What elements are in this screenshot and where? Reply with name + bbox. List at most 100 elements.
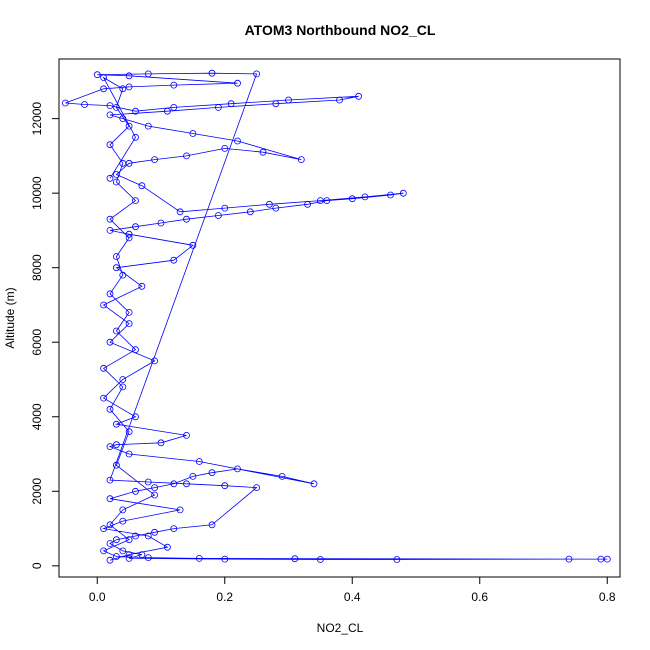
data-point [176,208,184,216]
y-tick-label: 2000 [30,478,44,505]
data-point [113,327,120,335]
data-point [106,443,114,451]
data-point [106,141,114,149]
y-axis-label: Altitude (m) [3,287,17,348]
data-point [81,101,88,108]
data-point [125,72,133,80]
data-point [132,532,139,540]
x-tick-label: 0.6 [471,590,488,604]
data-point [183,152,190,160]
data-point [125,308,133,316]
data-point [113,171,120,178]
data-point [214,212,222,219]
data-point [119,517,127,525]
data-point [234,465,241,473]
data-point [132,413,139,421]
data-point [189,241,197,249]
data-point [227,100,235,108]
data-point [119,115,127,122]
data-point [62,99,69,107]
y-tick-label: 0 [30,562,44,569]
data-point [93,71,101,79]
data-point [100,525,107,532]
x-axis: 0.0 0.2 0.4 0.6 0.8 [89,576,616,604]
data-point [183,480,190,488]
plot-frame [58,58,621,578]
data-point [189,130,197,137]
data-point [119,547,127,555]
data-point [183,215,190,223]
data-point [119,376,127,383]
data-point [291,555,299,563]
data-point [170,81,178,89]
data-point [297,156,305,164]
data-point [265,200,273,208]
data-point [113,553,120,560]
x-tick-label: 0.0 [89,590,106,604]
data-point [106,476,114,484]
data-point [144,554,152,561]
chart-title: ATOM3 Northbound NO2_CL [245,22,436,38]
data-point [106,521,114,529]
x-axis-label: NO2_CL [317,621,364,635]
data-point [189,472,197,480]
data-point [113,441,120,449]
data-point [125,450,133,458]
y-axis: 0 2000 4000 6000 8000 10000 12000 [30,102,60,569]
data-point [106,102,114,109]
data-point [144,70,152,78]
data-point [278,472,286,480]
data-point [316,197,324,205]
data-point [125,234,133,242]
data-point [125,83,133,91]
data-point [113,461,120,469]
data-point [151,491,159,499]
y-tick-label: 4000 [30,403,44,430]
data-point [106,495,114,503]
data-point [119,271,127,279]
data-point [113,178,120,186]
data-point [157,219,165,227]
data-point [100,85,107,93]
data-point [151,484,159,492]
data-point [208,469,216,477]
data-point [336,96,343,104]
data-point [125,536,133,544]
data-point [272,100,280,108]
data-point [132,346,139,354]
data-point [151,156,159,164]
data-point [151,357,159,365]
data-point [106,215,114,223]
data-point [361,193,369,201]
data-point [163,107,171,115]
data-point [113,264,120,272]
data-point [163,543,171,551]
data-point [221,204,229,212]
y-tick-label: 8000 [30,254,44,281]
data-point [170,104,178,111]
data-point [399,189,407,197]
series-line [65,72,608,561]
data-point [113,536,120,544]
data-point [106,338,114,346]
data-point [170,525,178,532]
data-point [106,540,114,547]
data-point [100,364,107,372]
data-point [119,383,127,391]
data-point [106,405,114,413]
data-point [100,547,107,555]
data-point [195,458,203,465]
data-point [144,532,152,540]
data-point [138,182,146,190]
data-point [221,482,229,490]
x-tick-label: 0.8 [599,590,616,604]
data-point [113,253,120,260]
data-point [565,555,573,563]
data-point [132,133,139,141]
data-point [113,420,120,428]
data-point [132,487,139,495]
data-point [183,431,190,439]
data-layer [62,69,611,564]
x-tick-label: 0.4 [344,590,361,604]
